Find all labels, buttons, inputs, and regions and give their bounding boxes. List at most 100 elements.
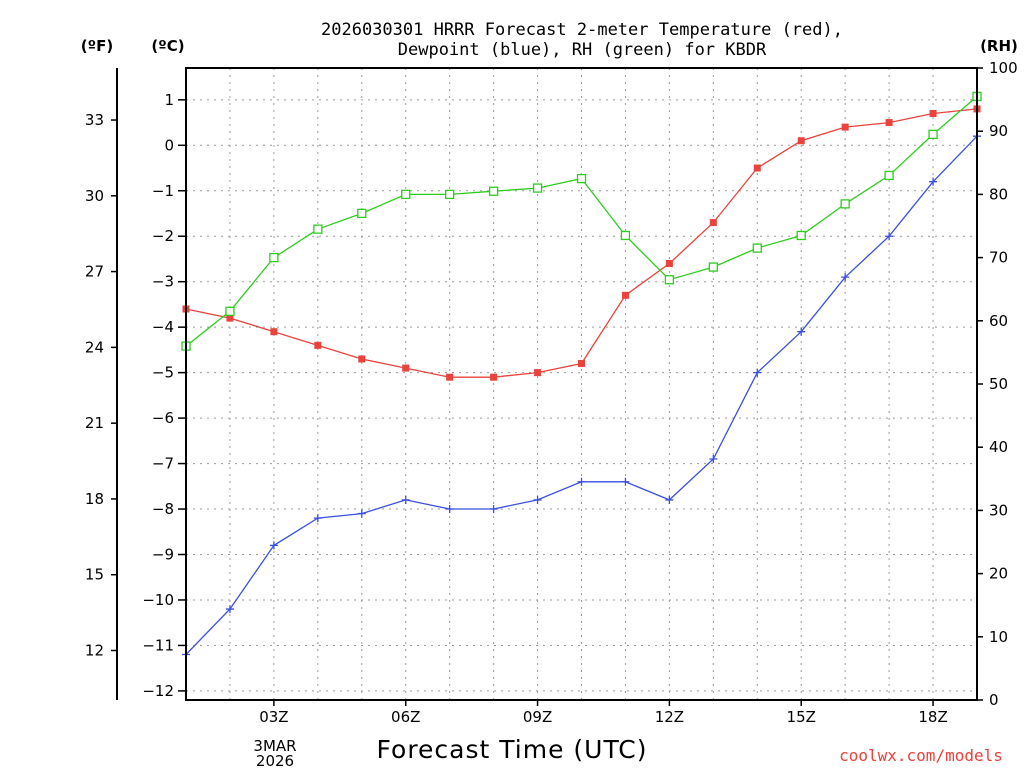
- dewpoint-point: [797, 327, 806, 336]
- dewpoint-point: [445, 505, 454, 514]
- temperature-point: [490, 373, 498, 381]
- dewpoint-point: [753, 368, 762, 377]
- rh-point: [664, 275, 675, 285]
- x-tick-label: 09Z: [523, 708, 552, 726]
- celsius-tick-label: −5: [152, 364, 174, 382]
- fahrenheit-unit-label: (ºF): [81, 37, 113, 55]
- fahrenheit-tick-label: 27: [85, 263, 104, 281]
- dewpoint-point: [357, 509, 366, 518]
- temperature-point: [402, 364, 410, 372]
- dewpoint-point: [885, 232, 894, 241]
- rh-point: [620, 230, 631, 241]
- dewpoint-point: [929, 177, 938, 186]
- rh-tick-label: 20: [989, 565, 1008, 583]
- rh-point: [708, 262, 718, 272]
- temperature-point: [665, 260, 673, 268]
- date-label-year: 2026: [256, 752, 294, 768]
- rh-point: [576, 173, 587, 184]
- rh-tick-label: 30: [989, 501, 1008, 519]
- rh-point: [488, 186, 499, 196]
- temperature-point: [446, 373, 454, 381]
- celsius-unit-label: (ºC): [151, 37, 184, 55]
- fahrenheit-tick-label: 33: [85, 111, 104, 129]
- date-label-month: 3MAR: [253, 737, 296, 755]
- temperature-point: [358, 355, 366, 363]
- celsius-tick-label: −7: [152, 455, 174, 473]
- series-layer: [181, 91, 982, 659]
- celsius-tick-label: 0: [164, 136, 174, 154]
- temperature-point: [314, 341, 322, 349]
- rh-tick-label: 0: [989, 691, 999, 709]
- rh-point: [752, 243, 762, 253]
- celsius-tick-label: −1: [152, 182, 174, 200]
- dewpoint-point: [841, 273, 850, 282]
- x-tick-label: 12Z: [655, 708, 684, 726]
- temperature-point: [578, 360, 585, 368]
- temperature-point: [226, 314, 234, 322]
- chart-title-line2: Dewpoint (blue), RH (green) for KBDR: [398, 40, 767, 60]
- celsius-tick-label: −3: [152, 273, 174, 291]
- dewpoint-point: [665, 495, 674, 504]
- temperature-point: [841, 123, 849, 131]
- rh-point: [928, 129, 938, 140]
- rh-point: [840, 199, 850, 209]
- rh-tick-label: 90: [989, 122, 1008, 140]
- rh-tick-label: 10: [989, 628, 1008, 646]
- plot-frame: [185, 67, 978, 701]
- fahrenheit-tick-label: 30: [85, 187, 104, 205]
- temperature-point: [270, 328, 278, 336]
- temperature-point: [753, 164, 761, 172]
- rh-tick-label: 60: [989, 312, 1008, 330]
- dewpoint-point: [533, 495, 542, 504]
- celsius-tick-label: −12: [142, 682, 174, 700]
- dewpoint-point: [313, 514, 322, 523]
- rh-point: [357, 208, 367, 219]
- x-tick-label: 18Z: [918, 708, 947, 726]
- temperature-point: [709, 219, 717, 227]
- fahrenheit-tick-label: 12: [85, 641, 104, 659]
- x-tick-label: 06Z: [391, 708, 420, 726]
- x-axis-label: Forecast Time (UTC): [377, 735, 648, 764]
- celsius-tick-label: −10: [142, 591, 174, 609]
- rh-point: [313, 224, 323, 234]
- x-tick-label: 03Z: [259, 708, 288, 726]
- rh-point: [445, 189, 455, 200]
- temperature-point: [929, 109, 937, 117]
- celsius-tick-label: −4: [152, 318, 174, 336]
- fahrenheit-tick-label: 18: [85, 490, 104, 508]
- temperature-point: [534, 369, 542, 377]
- rh-tick-label: 50: [989, 375, 1008, 393]
- rh-tick-label: 40: [989, 438, 1008, 456]
- rh-point: [796, 230, 806, 241]
- x-tick-label: 15Z: [787, 708, 816, 726]
- chart-title-line1: 2026030301 HRRR Forecast 2-meter Tempera…: [321, 20, 843, 40]
- dewpoint-point: [709, 455, 718, 464]
- fahrenheit-tick-label: 15: [85, 566, 104, 584]
- fahrenheit-tick-label: 21: [85, 414, 104, 432]
- dewpoint-point: [225, 605, 234, 614]
- dewpoint-point: [621, 477, 630, 486]
- celsius-tick-label: −11: [142, 636, 174, 654]
- celsius-tick-label: −6: [152, 409, 174, 427]
- rh-point: [532, 183, 543, 193]
- celsius-tick-label: 1: [164, 91, 174, 109]
- fahrenheit-tick-label: 24: [85, 338, 104, 356]
- temperature-point: [797, 137, 805, 145]
- rh-tick-label: 70: [989, 249, 1008, 267]
- temperature-point: [621, 291, 629, 299]
- celsius-tick-label: −2: [152, 227, 174, 245]
- rh-point: [225, 306, 235, 316]
- rh-unit-label: (RH): [980, 37, 1018, 55]
- dewpoint-point: [401, 495, 410, 504]
- dewpoint-point: [577, 477, 586, 486]
- rh-point: [269, 252, 279, 263]
- credit-label: coolwx.com/models: [839, 746, 1003, 765]
- rh-point: [401, 189, 411, 200]
- celsius-tick-label: −9: [152, 546, 174, 564]
- rh-tick-label: 100: [989, 59, 1018, 77]
- rh-tick-label: 80: [989, 185, 1008, 203]
- temperature-point: [885, 119, 893, 127]
